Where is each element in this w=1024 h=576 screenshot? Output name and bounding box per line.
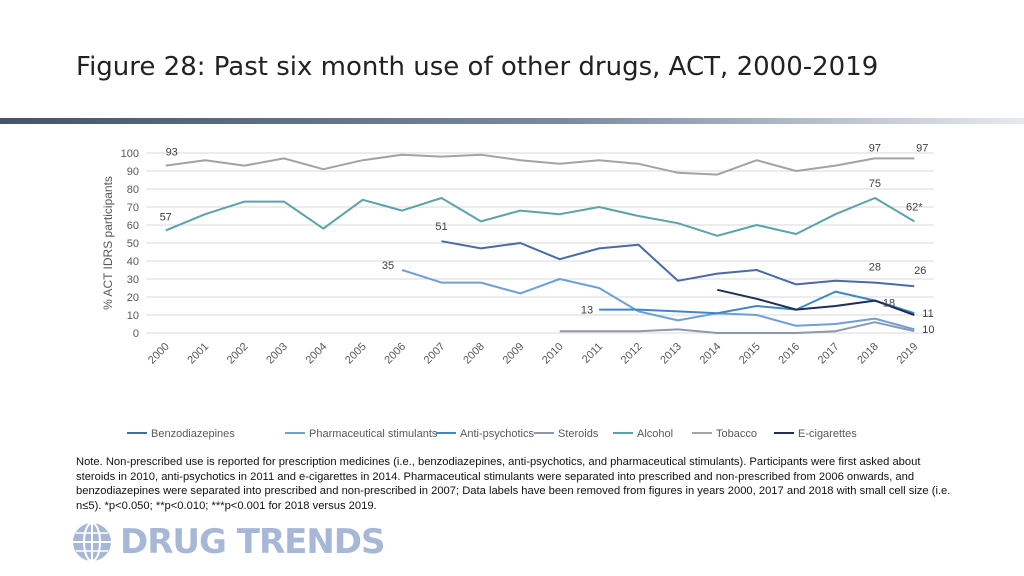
x-tick-label: 2017 <box>816 341 842 367</box>
data-label: 97 <box>869 142 881 154</box>
series-line-steroids <box>559 321 915 334</box>
y-tick-label: 30 <box>127 274 139 286</box>
y-axis-label: % ACT IDRS participants <box>101 176 115 310</box>
data-label: 13 <box>581 305 593 317</box>
legend-label: Anti-psychotics <box>460 428 534 440</box>
y-tick-label: 50 <box>127 238 139 250</box>
drug-trends-logo: DRUG TRENDS <box>70 520 386 564</box>
legend-label: Pharmaceutical stimulants <box>309 428 438 440</box>
x-tick-label: 2005 <box>343 341 369 367</box>
legend-label: Tobacco <box>716 428 757 440</box>
x-tick-label: 2011 <box>580 341 605 366</box>
data-label: 18 <box>883 298 895 310</box>
x-tick-label: 2012 <box>619 341 645 367</box>
x-tick-label: 2003 <box>264 341 290 367</box>
series-line-tobacco <box>165 153 915 176</box>
data-label: 57 <box>160 211 172 223</box>
legend-label: Benzodiazepines <box>151 428 235 440</box>
logo-text: DRUG TRENDS <box>120 522 386 562</box>
chart-note: Note. Non-prescribed use is reported for… <box>76 456 951 512</box>
data-label: 62* <box>906 201 923 213</box>
x-tick-label: 2014 <box>698 341 724 367</box>
x-tick-label: 2001 <box>185 341 211 367</box>
x-tick-label: 2002 <box>225 341 251 367</box>
x-tick-label: 2019 <box>895 341 921 367</box>
x-tick-label: 2008 <box>461 341 487 367</box>
x-tick-label: 2013 <box>658 341 684 367</box>
x-tick-label: 2004 <box>304 341 330 367</box>
y-tick-label: 70 <box>127 202 139 214</box>
y-tick-label: 20 <box>127 292 139 304</box>
legend-label: Alcohol <box>637 428 673 440</box>
page-title: Figure 28: Past six month use of other d… <box>76 52 879 82</box>
data-label: 28 <box>869 262 881 274</box>
data-label: 97 <box>916 142 928 154</box>
x-tick-label: 2016 <box>776 341 802 367</box>
x-tick-label: 2000 <box>146 341 172 367</box>
x-tick-label: 2009 <box>501 341 527 367</box>
globe-icon <box>73 522 111 562</box>
data-label: 75 <box>869 178 881 190</box>
data-label: 35 <box>382 260 394 272</box>
data-label: 26 <box>914 265 926 277</box>
series-line-anti-psychotics <box>599 290 915 315</box>
line-chart: 0 10 20 30 40 50 60 70 80 90 100 % ACT IDRS partici… <box>101 142 935 440</box>
series-line-alcohol <box>165 197 915 237</box>
data-label: 51 <box>435 221 447 233</box>
legend-label: Steroids <box>558 428 599 440</box>
series-line-benzodiazepines <box>441 240 915 288</box>
y-tick-label: 80 <box>127 184 139 196</box>
y-tick-label: 10 <box>127 310 139 322</box>
y-tick-label: 40 <box>127 256 139 268</box>
x-tick-label: 2007 <box>422 341 448 367</box>
title-divider <box>0 118 1024 124</box>
series-line-e-cigarettes <box>717 288 915 316</box>
y-tick-label: 60 <box>127 220 139 232</box>
y-tick-label: 0 <box>133 328 139 340</box>
series-line-pharmaceutical-stimulants <box>401 269 915 331</box>
x-tick-label: 2018 <box>855 341 881 367</box>
x-tick-label: 2006 <box>382 341 408 367</box>
data-label: 10 <box>922 324 934 336</box>
y-tick-label: 100 <box>121 148 139 160</box>
legend-label: E-cigarettes <box>798 428 857 440</box>
x-tick-label: 2010 <box>540 341 566 367</box>
data-label: 11 <box>922 308 933 320</box>
x-tick-label: 2015 <box>737 341 763 367</box>
data-label: 93 <box>166 147 178 159</box>
y-tick-label: 90 <box>127 166 139 178</box>
